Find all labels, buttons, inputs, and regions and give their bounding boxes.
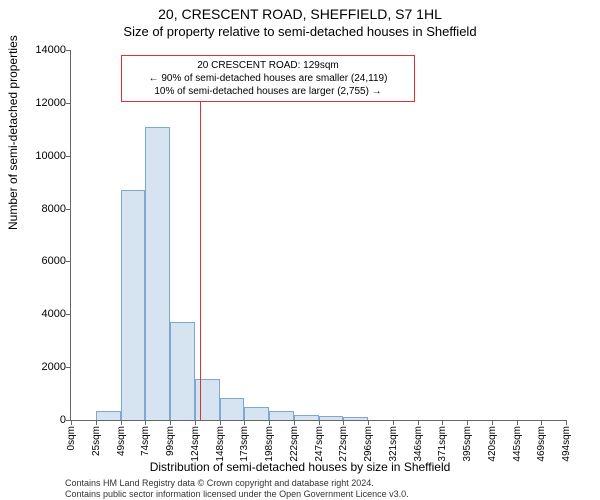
x-tick-label: 272sqm (338, 426, 349, 462)
x-tick (368, 420, 369, 425)
x-tick (343, 420, 344, 425)
histogram-bar (170, 322, 195, 420)
x-tick (170, 420, 171, 425)
y-tick-label: 4000 (42, 308, 66, 320)
chart-title-line1: 20, CRESCENT ROAD, SHEFFIELD, S7 1HL (0, 6, 600, 22)
x-tick (319, 420, 320, 425)
x-tick-label: 25sqm (91, 426, 102, 456)
x-tick-label: 395sqm (462, 426, 473, 462)
x-tick-label: 148sqm (215, 426, 226, 462)
x-tick (418, 420, 419, 425)
y-tick (66, 209, 71, 210)
x-tick-label: 296sqm (363, 426, 374, 462)
plot-area: 20 CRESCENT ROAD: 129sqm← 90% of semi-de… (70, 50, 566, 421)
x-tick (244, 420, 245, 425)
histogram-bar (96, 411, 121, 420)
x-tick (195, 420, 196, 425)
x-tick-label: 99sqm (165, 426, 176, 456)
histogram-bar (294, 415, 319, 420)
x-tick (294, 420, 295, 425)
x-tick (71, 420, 72, 425)
x-tick (541, 420, 542, 425)
y-tick-label: 0 (60, 414, 66, 426)
x-tick (442, 420, 443, 425)
x-tick (467, 420, 468, 425)
histogram-bar (244, 407, 269, 420)
x-tick (96, 420, 97, 425)
histogram-bar (220, 398, 245, 420)
x-tick-label: 49sqm (116, 426, 127, 456)
footer-line2: Contains public sector information licen… (65, 489, 409, 500)
histogram-bar (343, 417, 368, 420)
x-tick-label: 494sqm (561, 426, 572, 462)
y-tick (66, 314, 71, 315)
x-tick-label: 74sqm (140, 426, 151, 456)
x-tick-label: 321sqm (388, 426, 399, 462)
histogram-bar (121, 190, 146, 420)
x-tick (145, 420, 146, 425)
annotation-box: 20 CRESCENT ROAD: 129sqm← 90% of semi-de… (121, 55, 415, 102)
y-tick-label: 10000 (35, 150, 66, 162)
annotation-line: ← 90% of semi-detached houses are smalle… (128, 72, 408, 85)
y-tick (66, 156, 71, 157)
y-tick (66, 367, 71, 368)
histogram-bar (319, 416, 344, 420)
footer-attribution: Contains HM Land Registry data © Crown c… (65, 478, 409, 500)
x-tick (393, 420, 394, 425)
y-tick (66, 261, 71, 262)
x-tick-label: 247sqm (314, 426, 325, 462)
y-tick (66, 103, 71, 104)
y-tick-label: 12000 (35, 97, 66, 109)
y-tick-label: 8000 (42, 203, 66, 215)
x-tick-label: 346sqm (413, 426, 424, 462)
x-tick-label: 371sqm (437, 426, 448, 462)
x-tick-label: 469sqm (536, 426, 547, 462)
x-tick-label: 198sqm (264, 426, 275, 462)
chart-container: 20, CRESCENT ROAD, SHEFFIELD, S7 1HL Siz… (0, 0, 600, 500)
x-tick-label: 445sqm (512, 426, 523, 462)
y-tick (66, 50, 71, 51)
annotation-line: 10% of semi-detached houses are larger (… (128, 85, 408, 98)
chart-title-line2: Size of property relative to semi-detach… (0, 24, 600, 39)
x-tick-label: 420sqm (487, 426, 498, 462)
y-tick-label: 2000 (42, 361, 66, 373)
reference-line (200, 61, 201, 420)
x-tick (121, 420, 122, 425)
y-axis-label: Number of semi-detached properties (6, 35, 20, 230)
x-tick (492, 420, 493, 425)
y-tick-label: 14000 (35, 44, 66, 56)
footer-line1: Contains HM Land Registry data © Crown c… (65, 478, 409, 489)
x-tick (517, 420, 518, 425)
histogram-bar (195, 379, 220, 420)
histogram-bar (145, 127, 170, 420)
x-axis-label: Distribution of semi-detached houses by … (0, 460, 600, 474)
x-tick (269, 420, 270, 425)
annotation-line: 20 CRESCENT ROAD: 129sqm (128, 59, 408, 72)
x-tick-label: 0sqm (66, 426, 77, 450)
x-tick (220, 420, 221, 425)
x-tick (566, 420, 567, 425)
x-tick-label: 222sqm (289, 426, 300, 462)
x-tick-label: 173sqm (239, 426, 250, 462)
x-tick-label: 124sqm (190, 426, 201, 462)
histogram-bar (269, 411, 294, 420)
y-tick-label: 6000 (42, 255, 66, 267)
